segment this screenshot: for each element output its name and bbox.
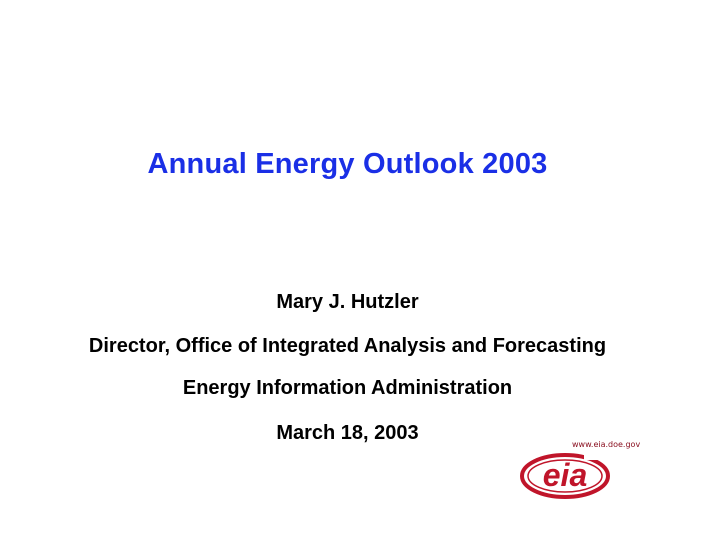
logo-text: eia	[543, 457, 587, 493]
logo-url: www.eia.doe.gov	[572, 440, 641, 449]
organization-name: Energy Information Administration	[182, 377, 513, 399]
presentation-date: March 18, 2003	[276, 422, 419, 444]
slide-title: Annual Energy Outlook 2003	[147, 148, 548, 180]
eia-logo: www.eia.doe.gov eia	[518, 438, 643, 500]
eia-logo-icon: eia	[520, 452, 610, 499]
presenter-position: Director, Office of Integrated Analysis …	[88, 335, 607, 357]
presenter-name: Mary J. Hutzler	[276, 291, 419, 313]
